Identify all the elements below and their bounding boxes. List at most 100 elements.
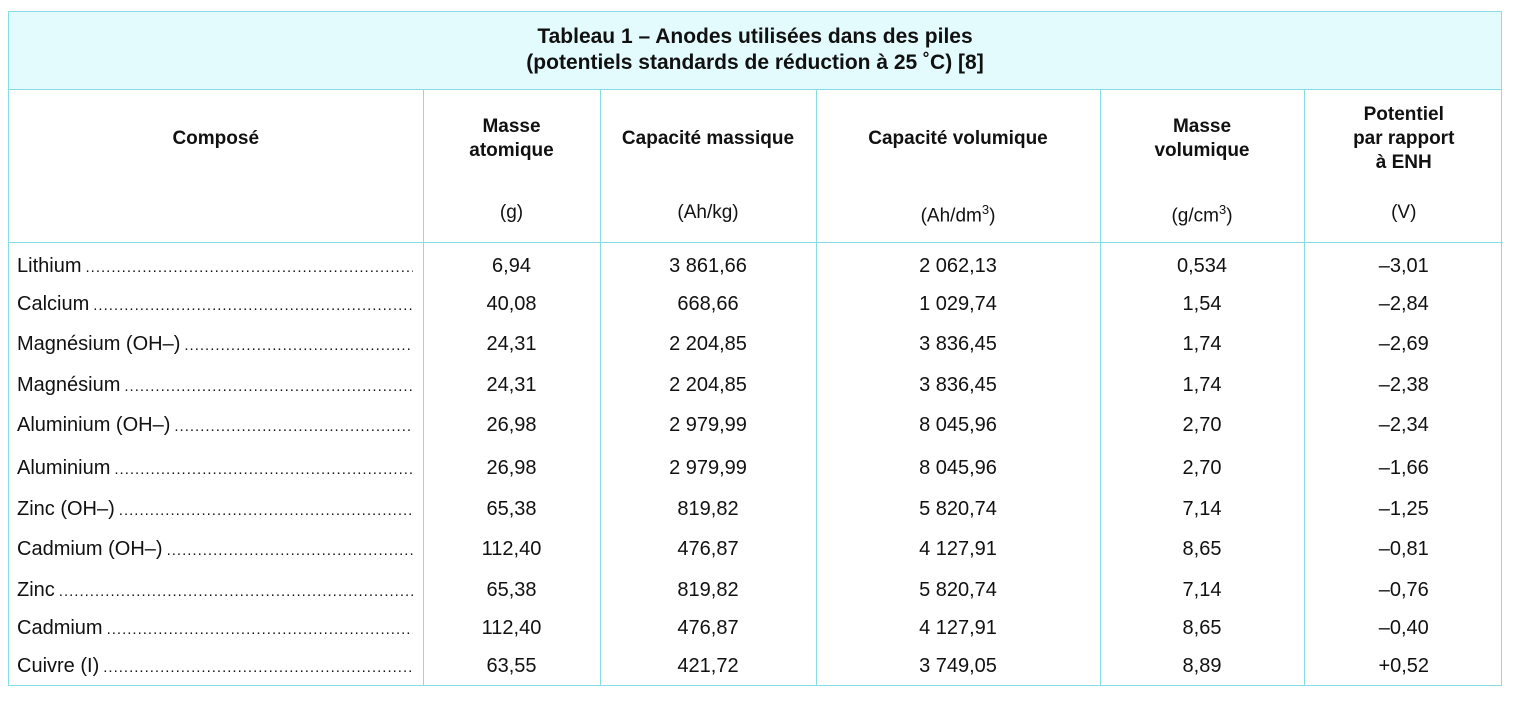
leader-dots [119,502,413,519]
cell-masse-volumique: 2,70 [1100,404,1305,447]
table-row: Zinc 65,38 819,82 5 820,74 7,14 –0,76 [9,571,1503,609]
header-potentiel-unit: (V) [1391,202,1417,223]
compose-name: Lithium [17,254,82,277]
cell-compose: Calcium [9,285,424,323]
table-row: Magnésium 24,31 2 204,85 3 836,45 1,74 –… [9,366,1503,404]
cell-compose: Lithium [9,242,424,285]
unit-close: ) [989,205,996,227]
cell-compose: Cadmium (OH–) [9,528,424,571]
cell-capacite-massique: 476,87 [600,528,817,571]
cell-masse-volumique: 1,74 [1100,323,1305,366]
leader-dots [184,337,412,354]
header-masse-atomique-unit: (g) [499,202,524,223]
cell-capacite-massique: 476,87 [600,609,817,647]
cell-capacite-volumique: 5 820,74 [816,571,1101,609]
cell-potentiel: –0,40 [1378,616,1429,639]
cell-masse-atomique: 6,94 [423,242,601,285]
table-body: Lithium 6,94 3 861,66 2 062,13 0,534 –3,… [9,242,1503,685]
header-label-line: Masse [1172,116,1232,137]
cell-potentiel: –0,76 [1378,578,1429,601]
cell-compose: Cadmium [9,609,424,647]
cell-compose: Aluminium [9,447,424,490]
header-masse-atomique: Masse atomique (g) [423,90,601,243]
header-capacite-volumique-unit: (Ah/dm3) [817,202,1100,227]
cell-potentiel: –3,01 [1378,254,1429,277]
cell-capacite-massique: 668,66 [600,285,817,323]
leader-dots [93,297,412,314]
header-masse-volumique-label: Masse volumique [1101,115,1304,163]
cell-capacite-volumique: 8 045,96 [816,447,1101,490]
cell-masse-volumique: 7,14 [1100,490,1305,528]
cell-capacite-volumique: 4 127,91 [816,528,1101,571]
table-title-line-1: Tableau 1 – Anodes utilisées dans des pi… [537,25,973,48]
header-masse-volumique: Masse volumique (g/cm3) [1100,90,1305,243]
table-row: Calcium 40,08 668,66 1 029,74 1,54 –2,84 [9,285,1503,323]
cell-capacite-volumique: 2 062,13 [816,242,1101,285]
cell-potentiel: –1,25 [1378,497,1429,520]
cell-compose: Cuivre (I) [9,647,424,685]
cell-compose: Magnésium [9,366,424,404]
data-table: Composé Masse atomique (g) Capacité mass… [9,90,1503,685]
table-row: Lithium 6,94 3 861,66 2 062,13 0,534 –3,… [9,242,1503,285]
header-potentiel: Potentiel par rapport à ENH (V) [1304,90,1503,243]
header-label-line: à ENH [1375,152,1432,173]
unit-text: (Ah/dm [920,205,982,227]
header-label-line: par rapport [1353,128,1455,149]
header-capacite-volumique: Capacité volumique (Ah/dm3) [816,90,1101,243]
table-row: Cuivre (I) 63,55 421,72 3 749,05 8,89 +0… [9,647,1503,685]
compose-name: Zinc [17,578,55,601]
cell-potentiel: –2,38 [1378,373,1429,396]
cell-masse-atomique: 26,98 [423,404,601,447]
cell-masse-volumique: 8,65 [1100,528,1305,571]
unit-exponent: 3 [981,202,990,217]
cell-compose: Magnésium (OH–) [9,323,424,366]
cell-capacite-volumique: 1 029,74 [816,285,1101,323]
compose-name: Calcium [17,292,90,315]
leader-dots [114,461,412,478]
cell-potentiel: –1,66 [1378,457,1429,479]
cell-potentiel: +0,52 [1378,654,1430,677]
header-potentiel-label: Potentiel par rapport à ENH [1305,103,1504,175]
header-label-line: atomique [469,140,554,161]
cell-masse-volumique: 0,534 [1100,242,1305,285]
cell-capacite-massique: 2 979,99 [600,404,817,447]
table-title-line-2: (potentiels standards de réduction à 25 … [526,51,984,74]
cell-capacite-massique: 2 979,99 [600,447,817,490]
header-compose-label: Composé [172,128,260,149]
cell-masse-volumique: 7,14 [1100,571,1305,609]
cell-capacite-massique: 421,72 [600,647,817,685]
cell-masse-volumique: 1,74 [1100,366,1305,404]
compose-name: Magnésium (OH–) [17,333,181,355]
table-row: Magnésium (OH–) 24,31 2 204,85 3 836,45 … [9,323,1503,366]
compose-name: Cadmium (OH–) [17,538,163,560]
compose-name: Cuivre (I) [17,654,100,677]
table-row: Cadmium (OH–) 112,40 476,87 4 127,91 8,6… [9,528,1503,571]
cell-masse-volumique: 1,54 [1100,285,1305,323]
cell-potentiel: –2,34 [1378,414,1429,436]
cell-masse-atomique: 63,55 [423,647,601,685]
leader-dots [124,378,412,395]
cell-masse-atomique: 24,31 [423,366,601,404]
table-row: Aluminium 26,98 2 979,99 8 045,96 2,70 –… [9,447,1503,490]
cell-masse-atomique: 65,38 [423,490,601,528]
header-label-line: Potentiel [1363,104,1444,125]
header-label-line: Masse [482,116,541,137]
cell-potentiel: –0,81 [1378,538,1429,560]
leader-dots [59,583,413,600]
cell-masse-atomique: 26,98 [423,447,601,490]
cell-masse-volumique: 8,65 [1100,609,1305,647]
cell-potentiel: –2,69 [1378,333,1429,355]
cell-capacite-massique: 2 204,85 [600,323,817,366]
header-row: Composé Masse atomique (g) Capacité mass… [9,90,1503,243]
cell-potentiel: –2,84 [1378,292,1429,315]
leader-dots [107,621,413,638]
table-row: Cadmium 112,40 476,87 4 127,91 8,65 –0,4… [9,609,1503,647]
header-masse-atomique-label: Masse atomique [424,115,600,163]
compose-name: Aluminium (OH–) [17,414,171,436]
compose-name: Magnésium [17,373,121,396]
table-row: Aluminium (OH–) 26,98 2 979,99 8 045,96 … [9,404,1503,447]
leader-dots [85,259,412,276]
header-compose: Composé [9,90,424,243]
table-row: Zinc (OH–) 65,38 819,82 5 820,74 7,14 –1… [9,490,1503,528]
cell-compose: Aluminium (OH–) [9,404,424,447]
